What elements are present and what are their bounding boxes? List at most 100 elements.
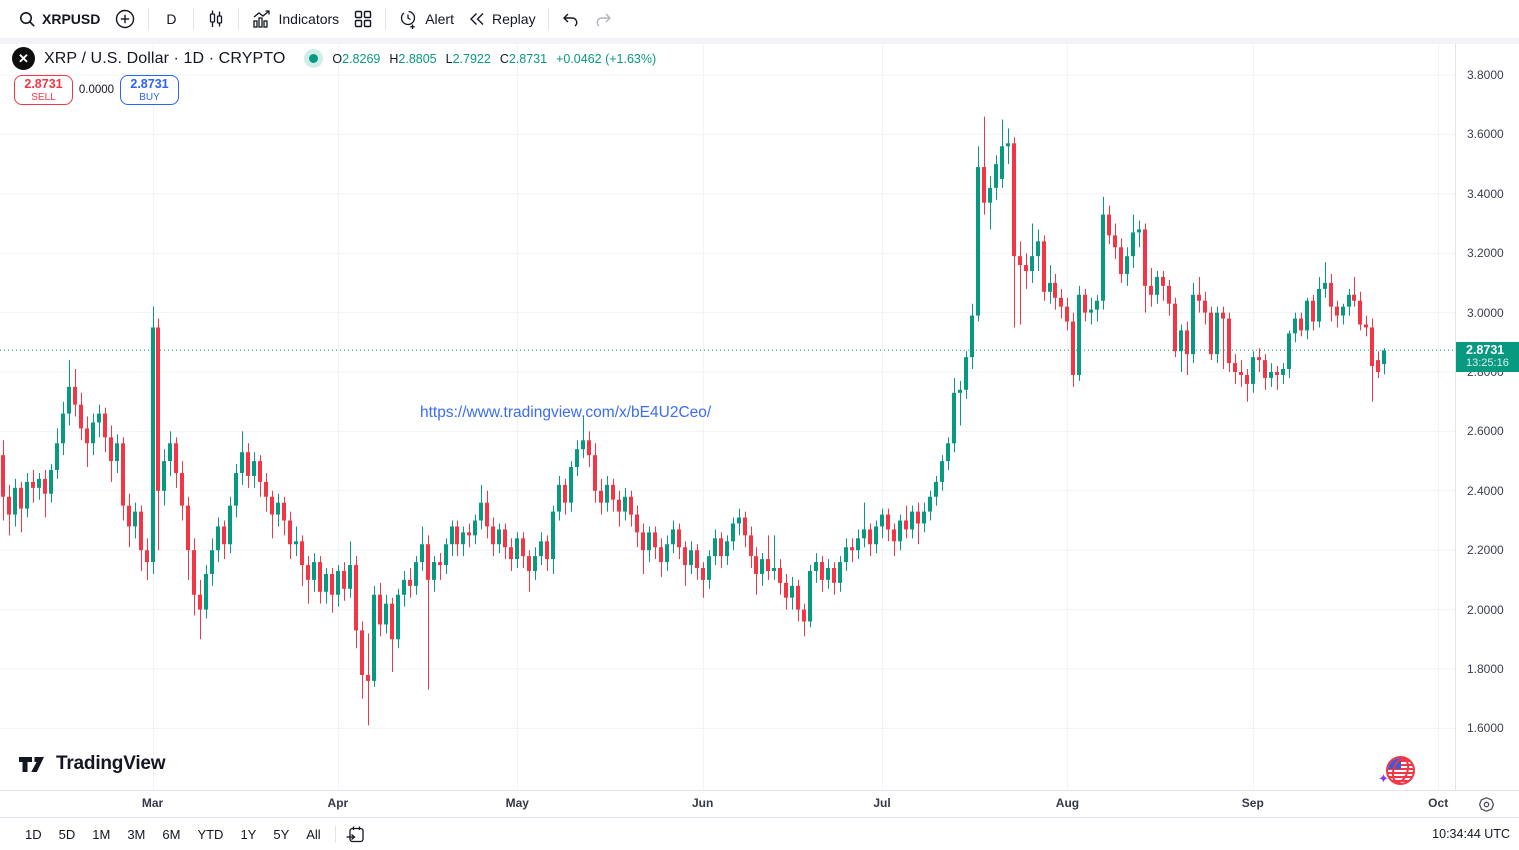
indicators-button[interactable]: Indicators	[244, 5, 346, 33]
add-symbol-icon	[114, 8, 136, 30]
range-button-6m[interactable]: 6M	[162, 826, 181, 842]
buy-price: 2.8731	[130, 77, 169, 91]
price-tick-label: 3.4000	[1467, 186, 1504, 201]
month-tick-oct: Oct	[1428, 796, 1449, 810]
buy-sell-widget: 2.8731 SELL 0.0000 2.8731 BUY	[14, 75, 179, 105]
top-toolbar: XRPUSD D Indicators	[0, 0, 1519, 38]
layout-button[interactable]	[346, 5, 380, 33]
indicators-icon	[251, 9, 272, 30]
candlestick-icon	[206, 9, 226, 29]
month-tick-apr: Apr	[327, 796, 349, 810]
buy-button[interactable]: 2.8731 BUY	[120, 75, 179, 105]
range-button-1y[interactable]: 1Y	[240, 826, 257, 842]
go-to-date-button[interactable]	[345, 825, 366, 844]
open-label: O	[332, 51, 343, 66]
utc-clock[interactable]: 10:34:44 UTC	[1432, 827, 1510, 841]
toolbar-separator	[148, 8, 150, 30]
month-tick-jun: Jun	[691, 796, 714, 810]
close-value: 2.8731	[508, 51, 548, 66]
symbol-name: XRPUSD	[42, 11, 101, 27]
replay-button[interactable]: Replay	[461, 5, 543, 33]
bottom-toolbar: 1D 5D 1M 3M 6M YTD 1Y 5Y All 10:34:44 UTC	[0, 817, 1519, 850]
undo-button[interactable]	[554, 5, 587, 33]
symbol-search-button[interactable]: XRPUSD	[12, 5, 107, 33]
month-tick-aug: Aug	[1055, 796, 1080, 810]
price-tick-label: 1.8000	[1467, 662, 1504, 676]
month-tick-mar: Mar	[141, 796, 164, 810]
range-button-1d[interactable]: 1D	[25, 826, 42, 842]
price-tick-label: 3.0000	[1467, 305, 1504, 320]
range-button-3m[interactable]: 3M	[127, 826, 146, 842]
undo-icon	[561, 11, 580, 27]
chart-legend: ✕ XRP / U.S. Dollar · 1D · CRYPTO O2.826…	[12, 47, 656, 70]
price-axis[interactable]: 2.8731 13:25:16 3.8000 3.6000 3.4000 3.2000…	[1455, 44, 1519, 790]
chart-title[interactable]: XRP / U.S. Dollar · 1D · CRYPTO	[44, 49, 286, 67]
month-tick-may: May	[505, 796, 529, 810]
axis-settings-gear-icon[interactable]	[1478, 796, 1495, 813]
toolbar-divider-strip	[0, 38, 1519, 44]
last-price-tag: 2.8731 13:25:16	[1456, 342, 1519, 373]
open-value: 2.8269	[342, 51, 381, 66]
redo-icon	[594, 11, 613, 27]
range-button-1m[interactable]: 1M	[92, 826, 111, 842]
toolbar-separator	[547, 8, 549, 30]
range-button-ytd[interactable]: YTD	[197, 826, 224, 842]
search-icon	[19, 11, 36, 28]
toolbar-separator	[385, 8, 387, 30]
tradingview-wordmark: TradingView	[56, 753, 166, 774]
close-label: C	[499, 51, 509, 66]
last-price-value: 2.8731	[1466, 343, 1505, 358]
chart-grid	[0, 44, 1455, 790]
interval-button[interactable]: D	[154, 5, 188, 33]
toolbar-separator	[238, 8, 240, 30]
compare-button[interactable]	[107, 5, 143, 33]
price-tick-label: 3.6000	[1467, 127, 1504, 142]
low-value: 2.7922	[452, 51, 491, 66]
replay-label: Replay	[491, 11, 536, 27]
price-tick-label: 2.4000	[1467, 483, 1504, 498]
alert-clock-icon	[398, 9, 419, 30]
price-tick-label: 2.0000	[1467, 602, 1504, 617]
time-axis[interactable]: Mar Apr May Jun Jul Aug Sep Oct	[0, 790, 1519, 817]
replay-icon	[468, 11, 486, 27]
price-tick-label: 2.6000	[1467, 424, 1504, 439]
range-button-5d[interactable]: 5D	[58, 826, 76, 842]
indicators-label: Indicators	[278, 11, 340, 27]
buy-label: BUY	[139, 92, 160, 103]
ohlc-values: O2.8269 H2.8805 L2.7922 C2.8731 +0.0462 …	[332, 52, 656, 66]
bar-countdown: 13:25:16	[1466, 357, 1509, 370]
change-value: +0.0462 (+1.63%)	[556, 51, 657, 66]
date-range-buttons: 1D 5D 1M 3M 6M YTD 1Y 5Y All	[18, 823, 331, 846]
toolbar-separator	[193, 8, 195, 30]
spread-value: 0.0000	[78, 84, 115, 96]
globe-meridian-icon	[1391, 757, 1410, 784]
high-value: 2.8805	[398, 51, 437, 66]
tradingview-logo[interactable]: TradingView	[17, 751, 166, 777]
us-flag-icon	[1386, 756, 1415, 785]
interval-label: D	[166, 11, 177, 27]
sell-label: SELL	[31, 92, 56, 103]
economic-event-us-icon[interactable]: ✦	[1378, 755, 1416, 789]
chart-style-button[interactable]	[199, 5, 233, 33]
range-button-5y[interactable]: 5Y	[273, 826, 290, 842]
sparkle-icon: ✦	[1378, 771, 1389, 786]
xrp-logo: ✕	[12, 47, 35, 70]
candlestick-chart	[0, 44, 1455, 790]
alert-button[interactable]: Alert	[391, 5, 461, 33]
range-button-all[interactable]: All	[306, 826, 321, 842]
tradingview-mark-icon	[17, 751, 48, 777]
range-separator	[334, 825, 336, 843]
sell-price: 2.8731	[24, 77, 63, 91]
chart-pane[interactable]: ✕ XRP / U.S. Dollar · 1D · CRYPTO O2.826…	[0, 44, 1455, 790]
market-status-dot[interactable]	[309, 54, 319, 63]
price-tick-label: 2.2000	[1467, 543, 1504, 558]
redo-button[interactable]	[587, 5, 620, 33]
low-label: L	[445, 51, 453, 66]
alert-label: Alert	[425, 11, 454, 27]
price-tick-label: 3.8000	[1467, 68, 1504, 82]
grid-layout-icon	[353, 9, 373, 29]
month-tick-jul: Jul	[873, 796, 891, 810]
high-label: H	[389, 51, 399, 66]
snapshot-watermark-link[interactable]: https://www.tradingview.com/x/bE4U2Ceo/	[420, 404, 712, 421]
sell-button[interactable]: 2.8731 SELL	[14, 75, 73, 105]
